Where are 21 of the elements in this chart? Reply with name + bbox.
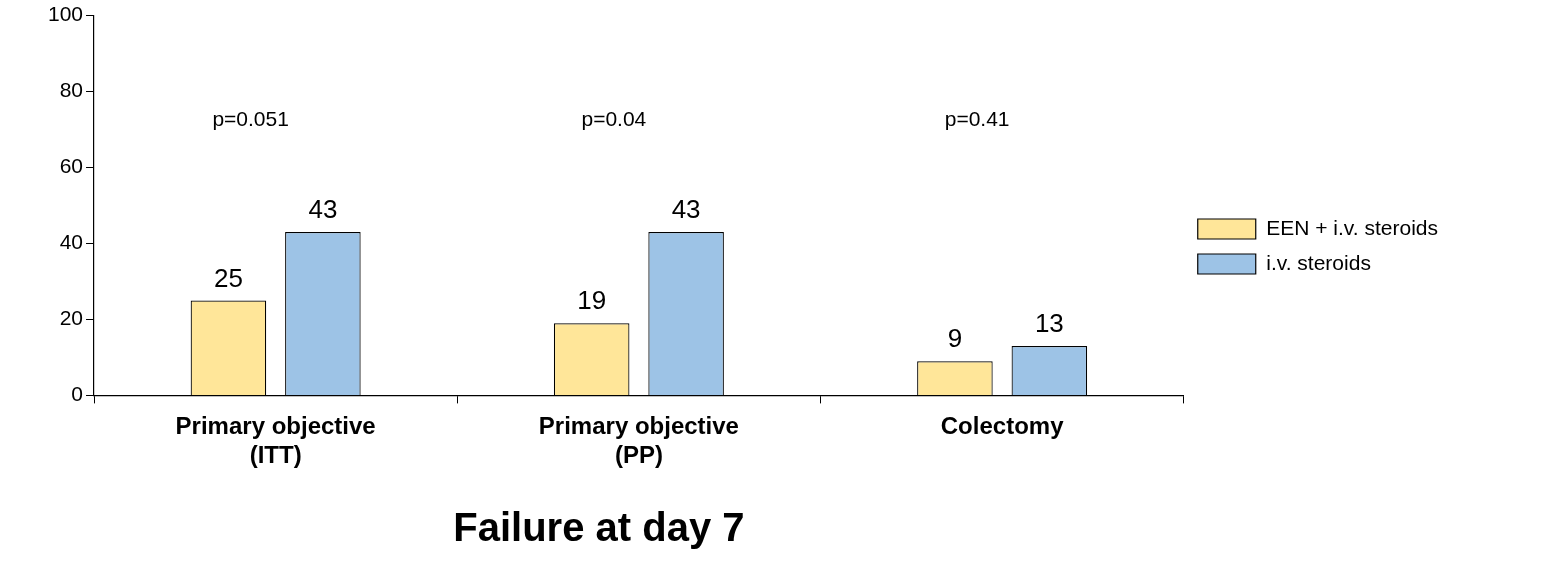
annotation: p=0.051	[212, 107, 289, 131]
y-tick-label: 40	[59, 230, 84, 254]
data-label: 25	[213, 262, 243, 293]
y-tick-label: 0	[71, 382, 84, 406]
data-label: 43	[308, 194, 338, 225]
legend-label: i.v. steroids	[1266, 250, 1371, 274]
legend-label: EEN + i.v. steroids	[1266, 215, 1439, 239]
x-tick-label: Colectomy	[940, 412, 1065, 440]
annotation: p=0.04	[581, 107, 647, 131]
data-label: 13	[1034, 308, 1064, 339]
annotation: p=0.41	[944, 107, 1010, 131]
x-tick-label: Primary objective (PP)	[538, 412, 739, 469]
data-label: 9	[947, 323, 963, 354]
y-tick-label: 20	[59, 306, 84, 330]
text: Failure at day 7	[453, 505, 745, 550]
data-label: 43	[671, 194, 701, 225]
y-tick-label: 60	[59, 154, 84, 178]
x-tick-label: Primary objective (ITT)	[175, 412, 376, 469]
data-label: 19	[577, 285, 607, 316]
y-tick-label: 80	[59, 78, 84, 102]
y-tick-label: 100	[47, 2, 84, 26]
